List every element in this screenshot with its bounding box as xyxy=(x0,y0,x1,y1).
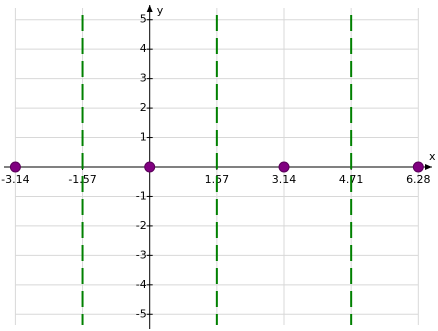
point xyxy=(9,161,21,173)
point xyxy=(412,161,424,173)
x-tick-label: 3.14 xyxy=(272,173,297,186)
x-tick-label: -3.14 xyxy=(1,173,29,186)
y-axis-label: y xyxy=(157,4,164,17)
y-tick-label: 3 xyxy=(140,72,147,85)
y-tick-label: -3 xyxy=(136,248,147,261)
y-tick-label: 4 xyxy=(140,42,147,55)
x-tick-label: 6.28 xyxy=(406,173,431,186)
y-tick-label: -5 xyxy=(136,307,147,320)
y-tick-label: -1 xyxy=(136,189,147,202)
y-tick-label: 1 xyxy=(140,131,147,144)
y-tick-label: 5 xyxy=(140,13,147,26)
y-tick-label: -2 xyxy=(136,219,147,232)
y-axis-arrow xyxy=(146,5,153,12)
y-tick-label: -4 xyxy=(136,278,147,291)
point xyxy=(144,161,156,173)
y-tick-label: 2 xyxy=(140,101,147,114)
x-axis-arrow xyxy=(425,164,432,170)
x-axis-label: x xyxy=(429,150,436,163)
point xyxy=(278,161,290,173)
